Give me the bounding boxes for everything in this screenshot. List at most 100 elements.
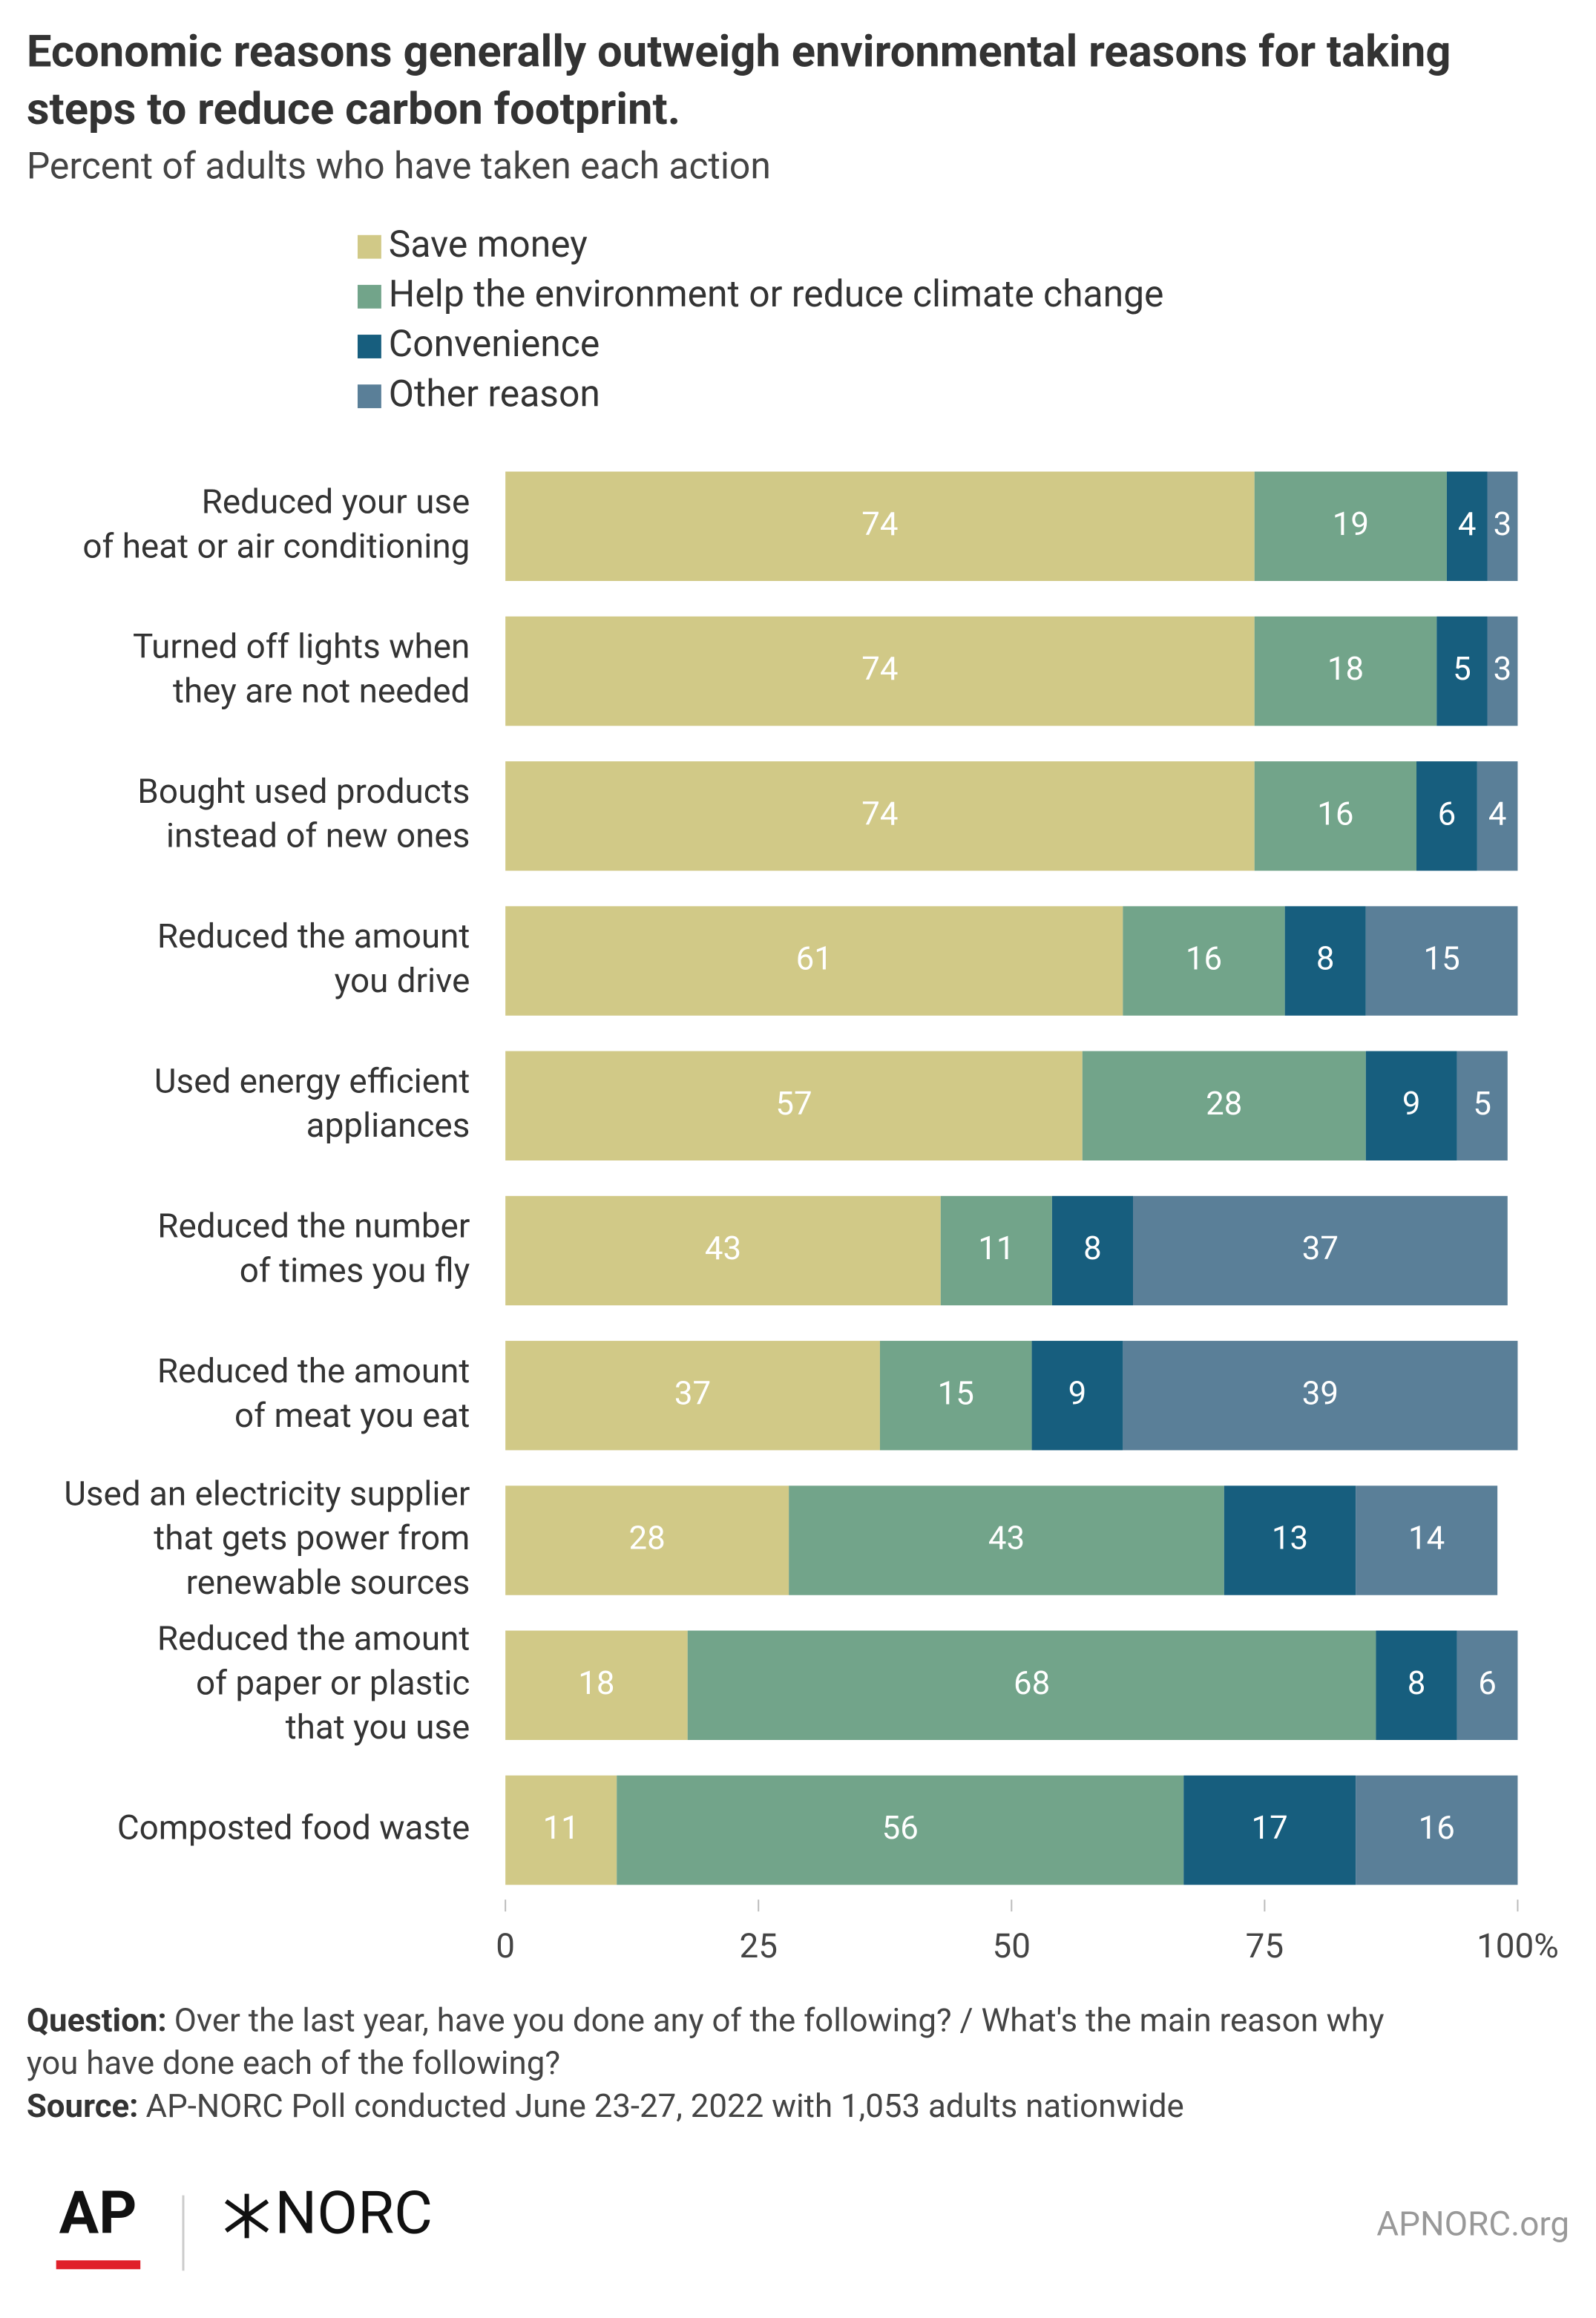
value-label: 9 xyxy=(1402,1084,1421,1123)
value-label: 13 xyxy=(1272,1519,1308,1557)
category-label: they are not needed xyxy=(173,672,470,711)
value-label: 19 xyxy=(1333,505,1369,543)
bar-segment xyxy=(1123,906,1285,1016)
category-label: Reduced the number xyxy=(157,1207,470,1247)
bar-segment xyxy=(505,761,1255,871)
bar-segment xyxy=(505,471,1255,581)
logo-norc: NORC xyxy=(275,2179,433,2248)
bar-segment xyxy=(1487,616,1518,726)
bar-segment xyxy=(1082,1051,1366,1160)
value-label: 8 xyxy=(1083,1229,1102,1267)
legend-swatch xyxy=(357,384,381,409)
bar-segment xyxy=(789,1485,1224,1595)
value-label: 5 xyxy=(1453,649,1471,688)
category-label: Reduced the amount xyxy=(157,1352,470,1391)
value-label: 56 xyxy=(882,1808,919,1847)
category-label: Reduced the amount xyxy=(157,917,470,956)
legend-label: Other reason xyxy=(389,372,600,416)
value-label: 18 xyxy=(1327,649,1364,688)
category-label: Used an electricity supplier xyxy=(64,1474,470,1514)
value-label: 37 xyxy=(674,1373,711,1412)
value-label: 28 xyxy=(629,1519,666,1557)
value-label: 74 xyxy=(861,505,898,543)
category-label: you drive xyxy=(335,962,470,1001)
bar-segment xyxy=(1133,1195,1508,1306)
value-label: 16 xyxy=(1419,1808,1455,1847)
question-text: Over the last year, have you done any of… xyxy=(174,2000,1385,2039)
value-label: 3 xyxy=(1494,505,1512,543)
value-label: 4 xyxy=(1458,505,1477,543)
value-label: 8 xyxy=(1408,1664,1426,1702)
bar-segment xyxy=(1356,1775,1518,1885)
category-label: that you use xyxy=(286,1708,470,1747)
value-label: 74 xyxy=(861,649,898,688)
bar-segment xyxy=(1436,616,1488,726)
bar-segment xyxy=(1254,616,1437,726)
x-tick-label: 100% xyxy=(1477,1927,1559,1966)
source-note: Source: AP-NORC Poll conducted June 23-27… xyxy=(27,2086,1184,2125)
value-label: 28 xyxy=(1206,1084,1242,1123)
legend-swatch xyxy=(357,234,381,259)
chart-title: steps to reduce carbon footprint. xyxy=(27,83,680,135)
bar-segment xyxy=(1487,471,1518,581)
chart-title: Economic reasons generally outweigh envi… xyxy=(27,25,1451,77)
source-text: AP-NORC Poll conducted June 23-27, 2022 … xyxy=(146,2086,1184,2125)
value-label: 57 xyxy=(775,1084,812,1123)
value-label: 39 xyxy=(1302,1373,1339,1412)
category-label: appliances xyxy=(306,1106,470,1146)
category-label: Turned off lights when xyxy=(133,628,470,667)
bar-segment xyxy=(1031,1341,1123,1451)
bar-segment xyxy=(1284,906,1366,1016)
category-label: renewable sources xyxy=(186,1563,470,1603)
question-note: Question: Over the last year, have you do… xyxy=(27,2000,1385,2039)
category-label: of heat or air conditioning xyxy=(82,527,470,566)
legend-swatch xyxy=(357,284,381,309)
x-tick-label: 50 xyxy=(993,1927,1031,1966)
bar-segment xyxy=(1446,471,1488,581)
bar-segment xyxy=(505,1195,941,1306)
bar-segment xyxy=(1457,1051,1508,1160)
value-label: 43 xyxy=(705,1229,741,1267)
category-label: Bought used products xyxy=(137,772,470,812)
value-label: 4 xyxy=(1488,794,1507,833)
bar-segment xyxy=(1254,471,1447,581)
category-label: that gets power from xyxy=(154,1519,470,1558)
value-label: 6 xyxy=(1438,794,1457,833)
category-label: Reduced your use xyxy=(202,482,470,522)
bar-segment xyxy=(505,1775,617,1885)
bar-segment xyxy=(1365,1051,1457,1160)
bar-segment xyxy=(505,1341,880,1451)
category-label: of times you fly xyxy=(240,1251,470,1290)
value-label: 18 xyxy=(578,1664,614,1702)
category-label: Composted food waste xyxy=(117,1809,470,1848)
value-label: 16 xyxy=(1186,939,1222,978)
bar-segment xyxy=(879,1341,1032,1451)
bar-segment xyxy=(1416,761,1477,871)
bar-segment xyxy=(505,1051,1083,1160)
value-label: 43 xyxy=(988,1519,1025,1557)
category-label: Reduced the amount xyxy=(157,1620,470,1659)
value-label: 37 xyxy=(1302,1229,1339,1267)
value-label: 16 xyxy=(1317,794,1353,833)
value-label: 9 xyxy=(1068,1373,1087,1412)
value-label: 5 xyxy=(1473,1084,1491,1123)
question-note: you have done each of the following? xyxy=(27,2043,560,2082)
legend-label: Convenience xyxy=(389,323,600,366)
bar-segment xyxy=(505,1630,688,1740)
bar-segment xyxy=(1183,1775,1356,1885)
x-tick-label: 25 xyxy=(739,1927,777,1966)
category-label: Used energy efficient xyxy=(154,1062,470,1101)
bar-segment xyxy=(1477,761,1518,871)
value-label: 6 xyxy=(1478,1664,1497,1702)
legend-label: Save money xyxy=(389,223,588,266)
x-tick-label: 75 xyxy=(1246,1927,1284,1966)
logo-underline xyxy=(56,2260,141,2270)
value-label: 61 xyxy=(796,939,833,978)
bar-segment xyxy=(505,616,1255,726)
category-label: instead of new ones xyxy=(166,817,470,856)
value-label: 74 xyxy=(861,794,898,833)
bar-segment xyxy=(940,1195,1052,1306)
legend-label: Help the environment or reduce climate c… xyxy=(389,273,1164,316)
value-label: 15 xyxy=(938,1373,974,1412)
